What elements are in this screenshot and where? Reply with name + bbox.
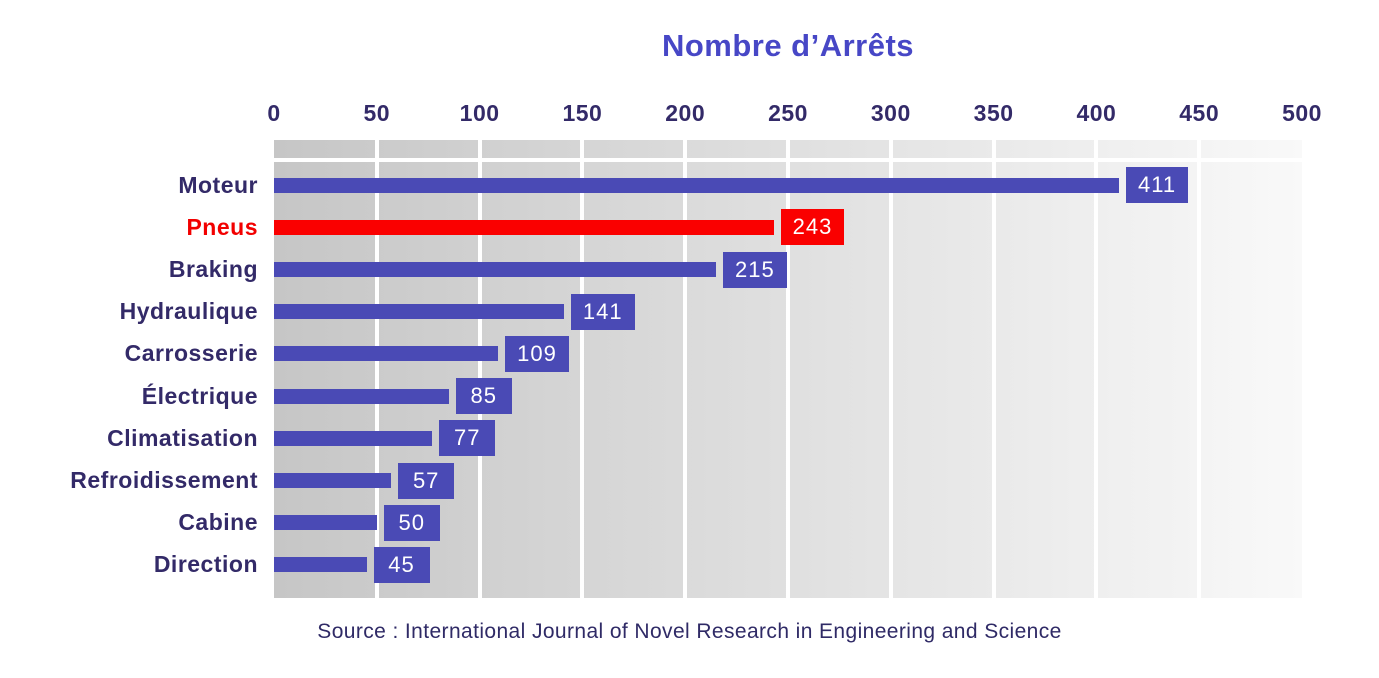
gridline <box>1197 140 1202 598</box>
bar-row: 50 <box>274 502 1302 544</box>
bar <box>274 304 564 320</box>
value-label: 85 <box>455 378 512 415</box>
x-tick-label: 150 <box>562 100 603 126</box>
gridline <box>683 140 688 598</box>
plot-area: 411 243 215 141 109 85 77 57 50 45 <box>274 140 1302 598</box>
gridline <box>888 140 893 598</box>
category-label: Direction <box>153 551 258 578</box>
category-label: Pneus <box>186 213 258 240</box>
value-label: 215 <box>723 251 787 288</box>
x-tick-label: 0 <box>267 100 281 126</box>
bar <box>274 557 367 573</box>
x-tick-label: 250 <box>768 100 808 126</box>
category-label: Électrique <box>141 382 258 409</box>
x-tick-label: 200 <box>665 100 706 126</box>
x-tick-label: 400 <box>1076 100 1117 126</box>
x-tick-label: 300 <box>870 100 911 126</box>
gridline <box>477 140 482 598</box>
x-tick-label: 450 <box>1179 100 1220 126</box>
chart-title: Nombre d’Arrêts <box>661 28 915 63</box>
category-label: Moteur <box>178 171 258 198</box>
x-axis: 0 50 100 150 200 250 300 350 400 450 500 <box>267 100 1321 136</box>
bar-row: 57 <box>274 459 1302 501</box>
bar <box>274 177 1120 193</box>
gridline <box>374 140 379 598</box>
category-labels: Moteur Pneus Braking Hydraulique Carrosserie… <box>0 164 258 586</box>
category-label: Braking <box>168 256 258 282</box>
bar-rows: 411 243 215 141 109 85 77 57 50 45 <box>274 164 1302 586</box>
bar-row: 85 <box>274 375 1302 417</box>
value-label: 141 <box>570 293 635 330</box>
value-label: 50 <box>383 504 440 541</box>
value-label: 45 <box>373 546 430 583</box>
bar <box>274 515 377 531</box>
category-label: Climatisation <box>107 424 258 451</box>
grid-layer <box>274 140 1302 598</box>
bar <box>274 473 392 489</box>
bar <box>274 430 433 446</box>
value-label: 57 <box>398 462 455 499</box>
x-tick-label: 100 <box>459 100 500 126</box>
value-label: 243 <box>780 209 845 246</box>
bar-row: 45 <box>274 544 1302 586</box>
gridline <box>991 140 996 598</box>
gridline <box>786 140 790 598</box>
category-label: Refroidissement <box>70 467 258 494</box>
bar-row: 109 <box>274 333 1302 375</box>
bar <box>274 219 774 235</box>
value-label: 77 <box>439 420 496 457</box>
x-tick-label: 50 <box>363 100 391 126</box>
bar-row: 215 <box>274 248 1302 290</box>
x-tick-label: 350 <box>973 100 1014 126</box>
source-note: Source : International Journal of Novel … <box>317 620 1062 643</box>
bar-row: 243 <box>274 206 1302 248</box>
x-tick-label: 500 <box>1282 100 1322 126</box>
bar <box>274 388 449 404</box>
category-label: Hydraulique <box>119 298 258 325</box>
value-label: 109 <box>505 335 569 372</box>
category-label: Carrosserie <box>124 340 258 367</box>
bar <box>274 262 717 277</box>
category-label: Cabine <box>178 509 258 536</box>
bar-row: 77 <box>274 417 1302 459</box>
value-label: 411 <box>1126 167 1189 204</box>
bar-row: 141 <box>274 291 1302 333</box>
bar <box>274 346 499 362</box>
gridline <box>1094 140 1099 598</box>
gridline <box>580 140 585 598</box>
bar-row: 411 <box>274 164 1302 206</box>
